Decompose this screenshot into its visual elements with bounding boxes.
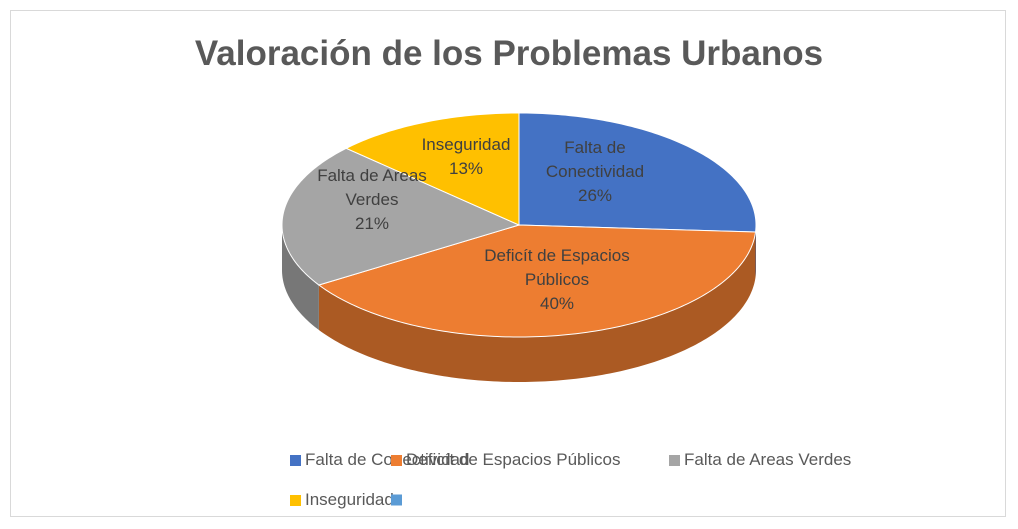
data-label-category: Falta de Areas Verdes [317, 166, 427, 209]
data-label-category: Falta de Conectividad [545, 138, 645, 181]
legend-item: Inseguridad [290, 490, 394, 510]
legend-label: Deficít de Espacios Públicos [406, 450, 621, 469]
pie-slice-side [282, 225, 319, 331]
data-label: Deficít de Espacios Públicos 40% [452, 244, 662, 316]
data-label: Inseguridad 13% [411, 133, 521, 181]
data-label-category: Deficít de Espacios Públicos [484, 246, 630, 289]
legend-swatch [290, 454, 301, 466]
chart-frame [10, 10, 1006, 517]
legend-label: Falta de Areas Verdes [684, 450, 852, 469]
data-label-category: Inseguridad [421, 135, 511, 154]
legend-swatch [391, 494, 402, 506]
legend-item: Falta de Areas Verdes [669, 450, 851, 470]
data-label-value: 26% [577, 186, 613, 205]
pie-slice-side [318, 232, 756, 382]
data-label-value: 13% [448, 159, 484, 178]
legend-item [391, 494, 406, 506]
legend-item: Deficít de Espacios Públicos [391, 450, 621, 470]
legend-swatch [391, 454, 402, 466]
pie-slice [518, 112, 757, 233]
legend-swatch [290, 494, 301, 506]
chart-title: Valoración de los Problemas Urbanos [194, 34, 824, 73]
data-label-value: 21% [354, 214, 390, 233]
pie-slice [345, 112, 520, 226]
legend-label: Falta de Conectividad [305, 450, 470, 469]
pie-slice [317, 224, 757, 338]
legend-item: Falta de Conectividad [290, 450, 469, 470]
data-label: Falta de Conectividad 26% [520, 136, 670, 208]
data-label: Falta de Areas Verdes 21% [297, 164, 447, 236]
pie-slice [281, 147, 521, 286]
legend-label: Inseguridad [305, 490, 394, 509]
legend-swatch [669, 454, 680, 466]
data-label-value: 40% [539, 294, 575, 313]
